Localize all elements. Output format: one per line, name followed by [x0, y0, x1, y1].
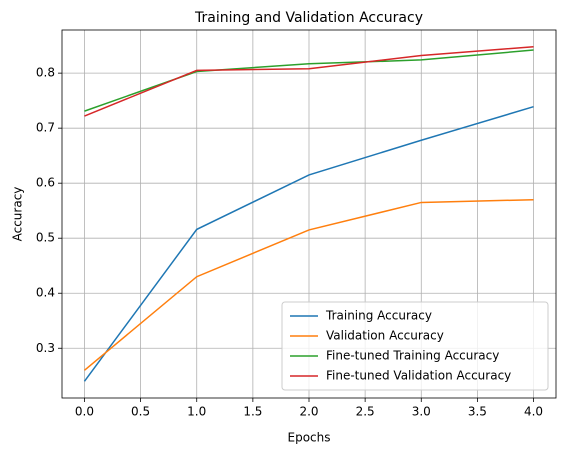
line-series [83, 105, 534, 382]
axes-frame [61, 29, 557, 399]
legend: Training Accuracy Validation Accuracy Fine… [281, 301, 549, 391]
legend-label: Fine-tuned Validation Accuracy [326, 369, 511, 383]
x-tick-label: 0.5 [131, 405, 150, 419]
legend-label: Training Accuracy [325, 309, 432, 323]
legend-label: Fine-tuned Training Accuracy [326, 349, 499, 363]
x-tick-label: 0.0 [75, 405, 94, 419]
line-series [84, 45, 534, 117]
legend-label: Validation Accuracy [326, 329, 444, 343]
x-tick-label: 2.0 [299, 405, 318, 419]
legend-box [281, 301, 549, 391]
x-axis-label: Epochs [288, 431, 331, 445]
y-tick-label: 0.7 [36, 121, 55, 135]
x-tick-label: 3.0 [412, 405, 431, 419]
chart-title: Training and Validation Accuracy [194, 10, 423, 26]
x-tick-label: 3.5 [468, 405, 487, 419]
line-series [83, 198, 534, 371]
y-tick-label: 0.6 [36, 176, 55, 190]
y-tick-label: 0.5 [36, 231, 55, 245]
y-tick-label: 0.8 [36, 66, 55, 80]
line-series [84, 49, 534, 112]
x-tick-label: 4.0 [524, 405, 543, 419]
x-tick-label: 2.5 [356, 405, 375, 419]
y-tick-label: 0.3 [36, 341, 55, 355]
x-tick-label: 1.5 [243, 405, 262, 419]
y-axis-label: Accuracy [11, 187, 25, 242]
y-tick-label: 0.4 [36, 286, 55, 300]
x-tick-label: 1.0 [187, 405, 206, 419]
